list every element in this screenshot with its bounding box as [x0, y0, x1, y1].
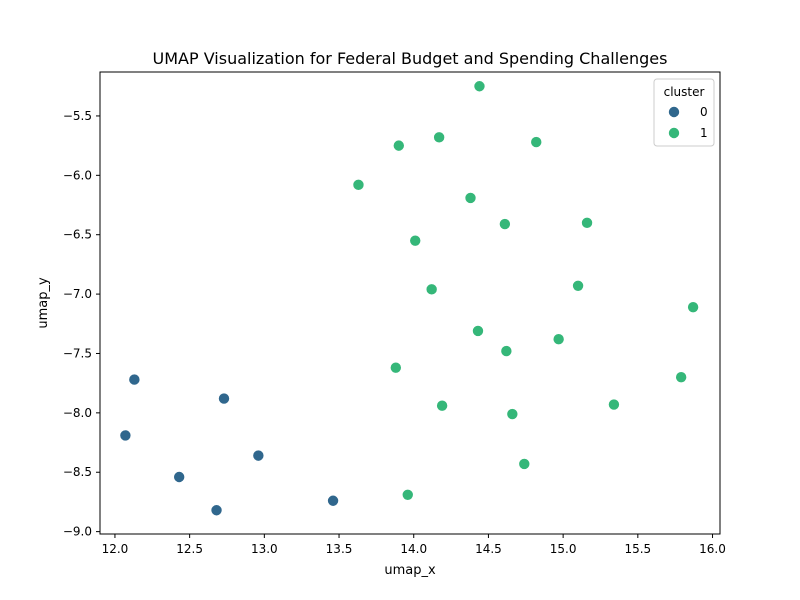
y-tick-label: −9.0 — [63, 525, 92, 539]
x-axis-label: umap_x — [384, 563, 436, 578]
scatter-point-cluster-1 — [433, 131, 446, 144]
scatter-point-cluster-1 — [473, 80, 486, 93]
scatter-point-cluster-1 — [530, 136, 543, 149]
y-axis-ticks: −9.0 −8.5 −8.0 −7.5 −7.0 −6.5 −6.0 −5.5 — [63, 109, 100, 539]
scatter-point-cluster-0 — [128, 373, 141, 386]
scatter-point-cluster-1 — [552, 333, 565, 346]
y-tick-label: −6.0 — [63, 168, 92, 182]
x-tick-label: 15.5 — [624, 542, 651, 556]
scatter-point-cluster-1 — [506, 408, 519, 421]
scatter-point-cluster-0 — [173, 470, 186, 483]
scatter-point-cluster-1 — [401, 488, 414, 501]
scatter-point-cluster-1 — [572, 279, 585, 292]
scatter-point-cluster-1 — [464, 191, 477, 204]
y-tick-label: −8.0 — [63, 406, 92, 420]
plot-frame — [99, 71, 721, 535]
scatter-point-cluster-0 — [119, 429, 132, 442]
scatter-point-cluster-1 — [471, 324, 484, 337]
scatter-point-cluster-0 — [327, 494, 340, 507]
x-tick-label: 16.0 — [699, 542, 726, 556]
scatter-point-cluster-0 — [252, 449, 265, 462]
scatter-point-cluster-1 — [409, 234, 422, 247]
scatter-point-cluster-0 — [217, 392, 230, 405]
y-axis-label: umap_y — [36, 277, 51, 329]
x-axis-ticks: 12.0 12.5 13.0 13.5 14.0 14.5 15.0 15.5 16.0 — [102, 534, 726, 556]
x-tick-label: 13.0 — [251, 542, 278, 556]
x-tick-label: 15.0 — [550, 542, 577, 556]
legend-marker — [668, 127, 681, 140]
legend-label: 1 — [700, 126, 708, 140]
plot-area — [119, 80, 700, 517]
scatter-point-cluster-1 — [425, 283, 438, 296]
scatter-point-cluster-1 — [436, 399, 449, 412]
scatter-point-cluster-1 — [352, 178, 365, 191]
scatter-point-cluster-1 — [498, 218, 511, 231]
legend-label: 0 — [700, 105, 708, 119]
legend-box — [653, 78, 715, 147]
scatter-point-cluster-1 — [500, 345, 513, 358]
x-tick-label: 14.0 — [400, 542, 427, 556]
scatter-point-cluster-1 — [581, 216, 594, 229]
x-tick-label: 12.5 — [176, 542, 203, 556]
x-tick-label: 12.0 — [102, 542, 129, 556]
legend-title: cluster — [664, 85, 705, 99]
scatter-point-cluster-1 — [607, 398, 620, 411]
scatter-point-cluster-1 — [518, 457, 531, 470]
scatter-point-cluster-1 — [675, 371, 688, 384]
scatter-point-cluster-1 — [389, 361, 402, 374]
scatter-point-cluster-1 — [687, 301, 700, 314]
x-tick-label: 13.5 — [326, 542, 353, 556]
scatter-point-cluster-0 — [210, 504, 223, 517]
legend-marker — [668, 106, 681, 119]
y-tick-label: −5.5 — [63, 109, 92, 123]
y-tick-label: −7.0 — [63, 287, 92, 301]
chart-title: UMAP Visualization for Federal Budget an… — [153, 49, 668, 68]
y-tick-label: −7.5 — [63, 346, 92, 360]
scatter-point-cluster-1 — [392, 139, 405, 152]
y-tick-label: −6.5 — [63, 228, 92, 242]
x-tick-label: 14.5 — [475, 542, 502, 556]
y-tick-label: −8.5 — [63, 465, 92, 479]
legend: cluster 0 1 — [653, 78, 715, 147]
